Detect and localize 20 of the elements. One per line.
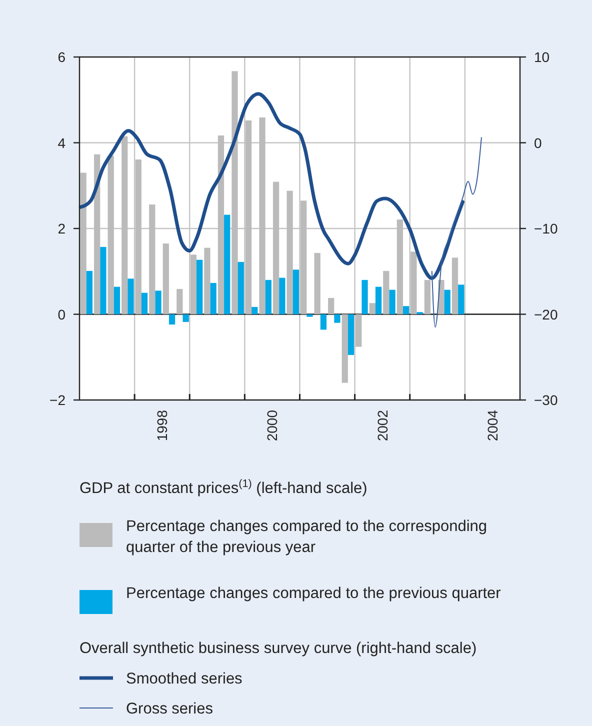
legend-label: Percentage changes compared to the corresponding quarter of the previous year <box>126 518 488 556</box>
x-tick-label: 1998 <box>154 410 170 442</box>
y2-tick-label: 0 <box>534 134 542 151</box>
y-tick-label: −2 <box>50 392 66 408</box>
y2-tick-label: −10 <box>534 220 558 236</box>
legend-label: Gross series <box>126 700 214 718</box>
text: Overall synthetic business survey curve (right-hand scale) <box>80 640 477 657</box>
legend-label: Smoothed series <box>126 670 243 688</box>
y-tick-label: 4 <box>58 134 66 151</box>
y-tick-label: 0 <box>58 306 66 322</box>
y-tick-label: 2 <box>58 220 66 236</box>
legend-label: Percentage changes compared to the previous quarter <box>126 585 501 602</box>
y2-tick-label: −30 <box>534 392 558 408</box>
y2-tick-label: −20 <box>534 306 558 322</box>
x-tick-label: 2000 <box>264 410 280 442</box>
text: GDP at constant prices$^{(1)}$ (left-hand scale) <box>80 478 368 497</box>
y2-tick-label: 10 <box>534 49 550 65</box>
x-tick-label: 2004 <box>484 410 500 442</box>
x-tick-label: 2002 <box>374 410 390 442</box>
y-tick-label: 6 <box>58 49 66 65</box>
